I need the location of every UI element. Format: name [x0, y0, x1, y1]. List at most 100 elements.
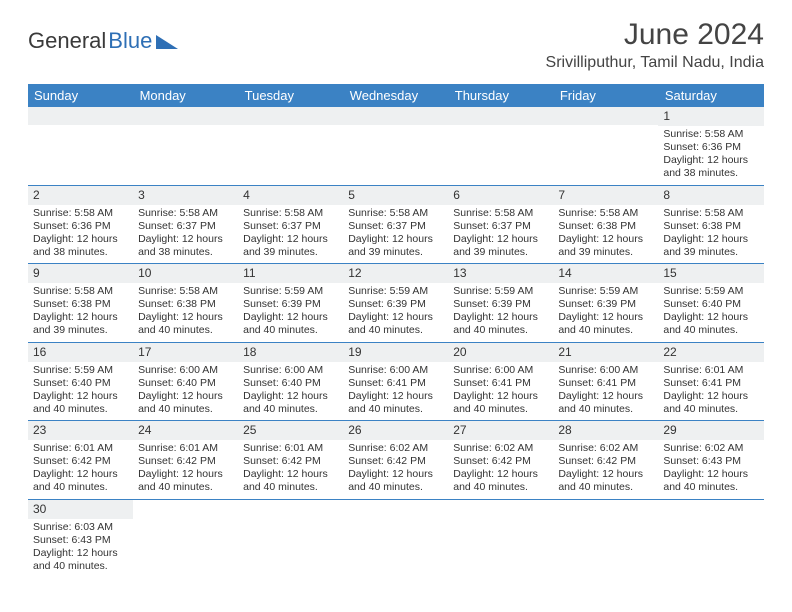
sunrise-text: Sunrise: 5:58 AM — [138, 285, 233, 298]
sunset-text: Sunset: 6:40 PM — [33, 377, 128, 390]
sunset-text: Sunset: 6:37 PM — [138, 220, 233, 233]
daylight-text: Daylight: 12 hours and 40 minutes. — [663, 311, 758, 337]
sunset-text: Sunset: 6:41 PM — [348, 377, 443, 390]
calendar-cell: 11Sunrise: 5:59 AMSunset: 6:39 PMDayligh… — [238, 264, 343, 343]
sunrise-text: Sunrise: 6:01 AM — [33, 442, 128, 455]
sunrise-text: Sunrise: 6:00 AM — [558, 364, 653, 377]
calendar-cell: 3Sunrise: 5:58 AMSunset: 6:37 PMDaylight… — [133, 185, 238, 264]
daylight-text: Daylight: 12 hours and 40 minutes. — [243, 468, 338, 494]
calendar-row: 30Sunrise: 6:03 AMSunset: 6:43 PMDayligh… — [28, 499, 764, 577]
sunrise-text: Sunrise: 5:58 AM — [453, 207, 548, 220]
sunset-text: Sunset: 6:41 PM — [663, 377, 758, 390]
calendar-cell: 28Sunrise: 6:02 AMSunset: 6:42 PMDayligh… — [553, 421, 658, 500]
weekday-header-row: SundayMondayTuesdayWednesdayThursdayFrid… — [28, 84, 764, 107]
day-number: 25 — [238, 421, 343, 440]
page-title: June 2024 — [546, 18, 764, 52]
weekday-header: Monday — [133, 84, 238, 107]
day-number: 22 — [658, 343, 763, 362]
calendar-cell-empty — [238, 499, 343, 577]
daylight-text: Daylight: 12 hours and 40 minutes. — [33, 547, 128, 573]
daylight-text: Daylight: 12 hours and 39 minutes. — [348, 233, 443, 259]
weekday-header: Wednesday — [343, 84, 448, 107]
sunrise-text: Sunrise: 6:00 AM — [453, 364, 548, 377]
calendar-cell: 12Sunrise: 5:59 AMSunset: 6:39 PMDayligh… — [343, 264, 448, 343]
calendar-cell-empty — [553, 107, 658, 185]
day-number: 3 — [133, 186, 238, 205]
calendar-cell-empty — [448, 499, 553, 577]
daylight-text: Daylight: 12 hours and 40 minutes. — [453, 311, 548, 337]
calendar-cell-empty — [238, 107, 343, 185]
sunrise-text: Sunrise: 5:58 AM — [663, 128, 758, 141]
calendar-cell-empty — [133, 107, 238, 185]
daylight-text: Daylight: 12 hours and 38 minutes. — [33, 233, 128, 259]
weekday-header: Sunday — [28, 84, 133, 107]
sunrise-text: Sunrise: 6:01 AM — [663, 364, 758, 377]
calendar-cell-empty — [553, 499, 658, 577]
sunset-text: Sunset: 6:38 PM — [663, 220, 758, 233]
header: GeneralBlue June 2024 Srivilliputhur, Ta… — [28, 18, 764, 72]
day-number: 7 — [553, 186, 658, 205]
sunset-text: Sunset: 6:43 PM — [33, 534, 128, 547]
sunrise-text: Sunrise: 6:01 AM — [243, 442, 338, 455]
calendar-cell: 9Sunrise: 5:58 AMSunset: 6:38 PMDaylight… — [28, 264, 133, 343]
calendar-cell: 4Sunrise: 5:58 AMSunset: 6:37 PMDaylight… — [238, 185, 343, 264]
day-number: 5 — [343, 186, 448, 205]
logo-text-1: General — [28, 28, 106, 54]
calendar-cell: 13Sunrise: 5:59 AMSunset: 6:39 PMDayligh… — [448, 264, 553, 343]
calendar-cell: 29Sunrise: 6:02 AMSunset: 6:43 PMDayligh… — [658, 421, 763, 500]
sunrise-text: Sunrise: 5:59 AM — [243, 285, 338, 298]
page-subtitle: Srivilliputhur, Tamil Nadu, India — [546, 54, 764, 72]
daylight-text: Daylight: 12 hours and 40 minutes. — [348, 390, 443, 416]
sunset-text: Sunset: 6:38 PM — [33, 298, 128, 311]
day-number: 16 — [28, 343, 133, 362]
sunset-text: Sunset: 6:36 PM — [33, 220, 128, 233]
weekday-header: Tuesday — [238, 84, 343, 107]
daylight-text: Daylight: 12 hours and 40 minutes. — [453, 468, 548, 494]
daylight-text: Daylight: 12 hours and 40 minutes. — [138, 311, 233, 337]
calendar-cell: 16Sunrise: 5:59 AMSunset: 6:40 PMDayligh… — [28, 342, 133, 421]
sunset-text: Sunset: 6:41 PM — [453, 377, 548, 390]
sunrise-text: Sunrise: 5:58 AM — [243, 207, 338, 220]
calendar-cell: 17Sunrise: 6:00 AMSunset: 6:40 PMDayligh… — [133, 342, 238, 421]
sunrise-text: Sunrise: 5:59 AM — [33, 364, 128, 377]
day-number: 9 — [28, 264, 133, 283]
calendar-cell-empty — [658, 499, 763, 577]
daylight-text: Daylight: 12 hours and 40 minutes. — [558, 311, 653, 337]
daylight-text: Daylight: 12 hours and 39 minutes. — [663, 233, 758, 259]
sunrise-text: Sunrise: 6:02 AM — [663, 442, 758, 455]
day-number: 11 — [238, 264, 343, 283]
sunrise-text: Sunrise: 6:00 AM — [243, 364, 338, 377]
day-number: 19 — [343, 343, 448, 362]
daylight-text: Daylight: 12 hours and 40 minutes. — [348, 311, 443, 337]
daylight-text: Daylight: 12 hours and 40 minutes. — [138, 468, 233, 494]
weekday-header: Thursday — [448, 84, 553, 107]
sunrise-text: Sunrise: 5:58 AM — [138, 207, 233, 220]
day-number: 6 — [448, 186, 553, 205]
daylight-text: Daylight: 12 hours and 39 minutes. — [453, 233, 548, 259]
day-number: 26 — [343, 421, 448, 440]
day-number: 30 — [28, 500, 133, 519]
calendar-cell: 1Sunrise: 5:58 AMSunset: 6:36 PMDaylight… — [658, 107, 763, 185]
sunset-text: Sunset: 6:40 PM — [138, 377, 233, 390]
empty-day-strip — [133, 107, 238, 125]
day-number: 4 — [238, 186, 343, 205]
calendar-cell-empty — [448, 107, 553, 185]
calendar-cell: 27Sunrise: 6:02 AMSunset: 6:42 PMDayligh… — [448, 421, 553, 500]
sunset-text: Sunset: 6:39 PM — [348, 298, 443, 311]
weekday-header: Saturday — [658, 84, 763, 107]
calendar-cell-empty — [343, 107, 448, 185]
sunset-text: Sunset: 6:43 PM — [663, 455, 758, 468]
daylight-text: Daylight: 12 hours and 39 minutes. — [33, 311, 128, 337]
calendar-row: 16Sunrise: 5:59 AMSunset: 6:40 PMDayligh… — [28, 342, 764, 421]
day-number: 15 — [658, 264, 763, 283]
calendar-row: 9Sunrise: 5:58 AMSunset: 6:38 PMDaylight… — [28, 264, 764, 343]
sunset-text: Sunset: 6:41 PM — [558, 377, 653, 390]
daylight-text: Daylight: 12 hours and 39 minutes. — [243, 233, 338, 259]
calendar-cell: 15Sunrise: 5:59 AMSunset: 6:40 PMDayligh… — [658, 264, 763, 343]
sunset-text: Sunset: 6:39 PM — [558, 298, 653, 311]
daylight-text: Daylight: 12 hours and 39 minutes. — [558, 233, 653, 259]
sunset-text: Sunset: 6:40 PM — [663, 298, 758, 311]
daylight-text: Daylight: 12 hours and 40 minutes. — [663, 468, 758, 494]
calendar-cell: 21Sunrise: 6:00 AMSunset: 6:41 PMDayligh… — [553, 342, 658, 421]
empty-day-strip — [28, 107, 133, 125]
